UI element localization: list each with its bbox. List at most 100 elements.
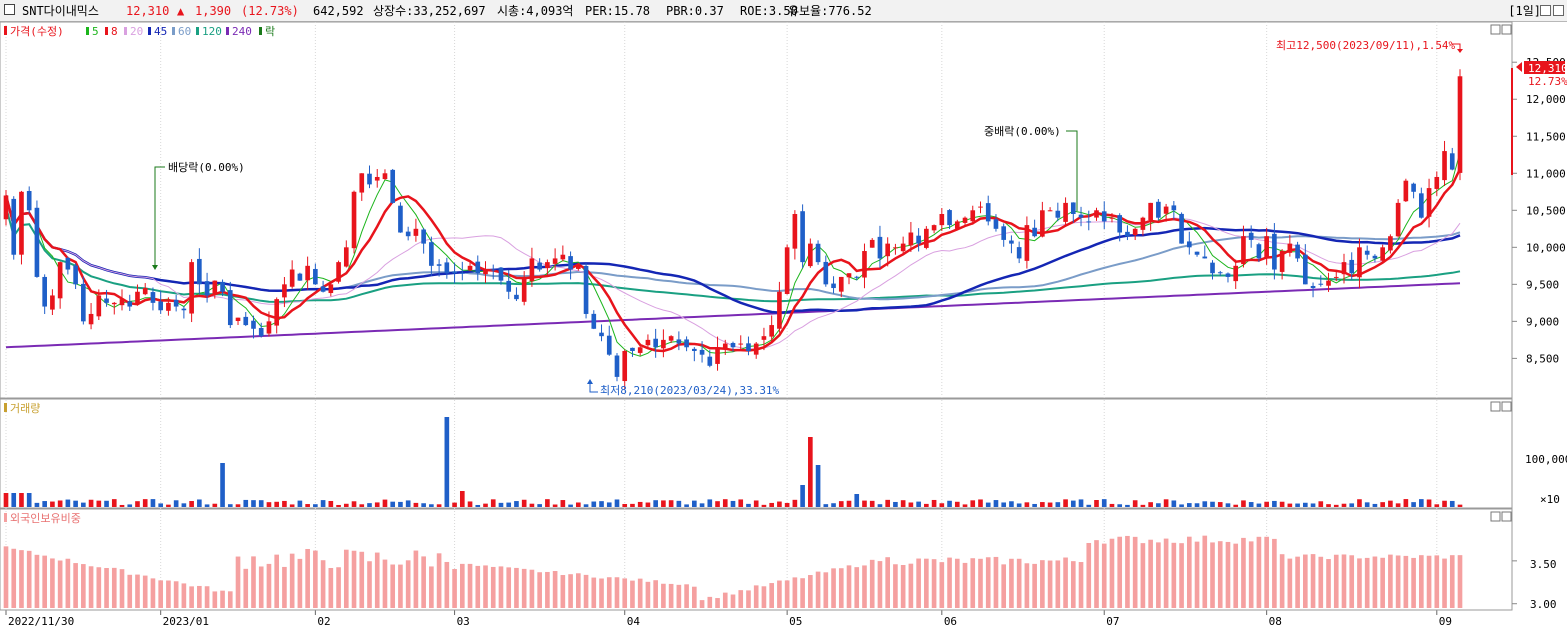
foreign-ratio-bar [498,566,504,608]
volume-bar [568,504,573,507]
candle-body [978,206,983,208]
candle-body [19,191,24,255]
volume-bar [1457,504,1463,507]
legend-ma60[interactable]: 60 [178,25,191,38]
foreign-ratio-bar [506,567,512,608]
candle-body [50,295,55,310]
foreign-ratio-bar [96,567,102,608]
candle-body [1279,251,1285,272]
maximize-icon[interactable] [1540,5,1551,16]
foreign-minimize-icon[interactable] [1490,511,1501,522]
foreign-ratio-bar [173,581,179,608]
candle-body [1302,254,1308,285]
volume-bar [1101,499,1107,507]
stock-name[interactable]: SNT다이내믹스 [22,4,99,18]
foreign-ratio-bar [1426,555,1432,608]
foreign-close-icon[interactable] [1501,511,1512,522]
foreign-ratio-bar [57,560,63,608]
candle [831,276,836,294]
volume-close-icon[interactable] [1501,401,1512,412]
candle [1403,178,1409,203]
foreign-ratio-bar [514,567,519,608]
candle-body [529,258,535,282]
candle [119,289,125,311]
candle [19,190,24,265]
candle-body [243,316,249,326]
candle-body [119,299,125,306]
candle-body [916,235,921,244]
price-tick-5: 10,000 [1526,241,1566,254]
candle [336,260,341,284]
candle [158,290,164,314]
candle [1395,199,1401,238]
candle-body [1449,153,1455,170]
panel-minimize-icon[interactable] [1490,24,1501,35]
legend-volume[interactable]: 거래량 [10,402,40,415]
candle-body [815,243,821,263]
foreign-ratio-bar [328,567,334,608]
candle-body [676,339,682,344]
candle-body [985,203,991,222]
candle [26,186,32,214]
candle [1078,206,1084,227]
volume-bar [707,499,713,507]
volume-bar [26,493,32,507]
foreign-ratio-bar [19,550,24,608]
legend-ma8[interactable]: 8 [111,25,118,38]
legend-foreign[interactable]: 외국인보유비중 [10,512,81,525]
candle [1233,259,1239,289]
legend-ma120[interactable]: 120 [202,25,222,38]
volume-bar [1333,504,1339,507]
legend-ma20[interactable]: 20 [130,25,143,38]
volume-bar [220,463,225,507]
foreign-ratio-bar [1264,536,1269,608]
volume-bar [1318,501,1324,507]
candle-body [800,211,805,263]
price-tick-3: 11,000 [1526,167,1566,180]
candle-body [251,320,256,329]
candle [96,289,102,321]
legend-ex-rights[interactable]: 락 [265,25,275,38]
volume-bar [599,501,604,507]
foreign-ratio-bar [808,575,813,608]
date-tick-3: 03 [457,615,470,628]
foreign-ratio-bar [614,577,620,608]
foreign-ratio-bar [746,590,751,608]
legend-ma240[interactable]: 240 [232,25,252,38]
period-selector[interactable]: [1일] [1508,4,1541,18]
volume-bar [3,493,9,507]
volume-minimize-icon[interactable] [1490,401,1501,412]
foreign-ratio-bar [645,581,651,608]
candle [1341,253,1347,284]
foreign-ratio-bar [50,558,55,608]
foreign-ratio-bar [684,584,689,608]
close-icon[interactable] [1553,5,1564,16]
foreign-ratio-bar [313,550,318,608]
candle [699,341,705,363]
legend-ma45[interactable]: 45 [154,25,167,38]
select-checkbox[interactable] [4,4,15,15]
foreign-ratio-bar [900,565,906,608]
foreign-ratio-bar [166,580,171,608]
date-tick-7: 07 [1106,615,1119,628]
foreign-ratio-bar [1109,538,1115,608]
candle-body [1086,221,1092,223]
foreign-ratio-bar [367,561,372,608]
candle-body [313,268,318,285]
change-percent: (12.73%) [241,4,299,18]
foreign-ratio-bar [1287,558,1293,608]
foreign-ratio-bar [467,563,473,608]
candle [614,353,620,382]
candle-body [212,280,218,295]
legend-price[interactable]: 가격(수정) [10,25,64,38]
candle-body [429,242,434,266]
candle-body [382,173,388,180]
volume-bar [722,499,728,507]
volume-bar [761,504,767,507]
legend-ma5[interactable]: 5 [92,25,99,38]
candle [1140,216,1146,236]
candle-body [862,251,867,278]
volume-bar [637,501,643,507]
panel-close-icon[interactable] [1501,24,1512,35]
volume-bar [1070,500,1076,507]
